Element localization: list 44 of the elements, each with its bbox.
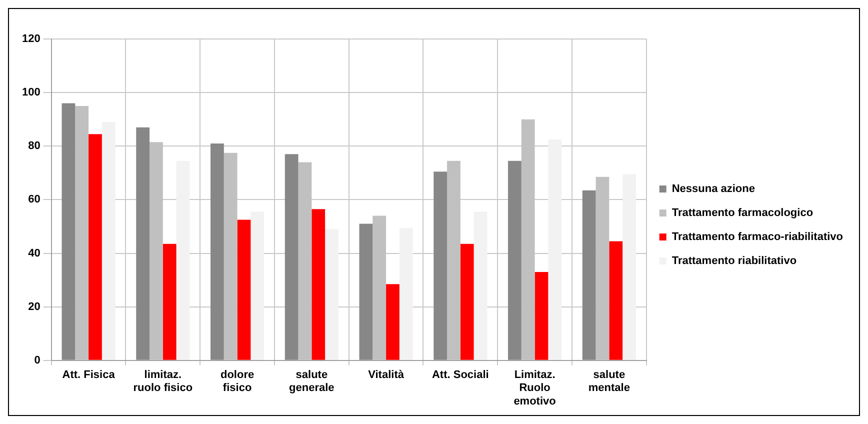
bar [284,154,298,360]
y-tick-label: 120 [22,33,40,46]
bar [250,212,264,360]
x-tick-label: limitaz. ruolo fisico [133,369,193,394]
bar [176,160,190,360]
y-tick-label: 80 [28,140,40,152]
bar [434,172,448,360]
y-tick-label: 40 [28,247,40,260]
bar [210,143,224,360]
bar [609,241,623,360]
y-tick-label: 100 [22,86,40,99]
x-tick-label: Vitalità [368,369,405,382]
x-tick-label: Limitaz. Ruolo emotivo [514,369,556,408]
bar [88,134,102,360]
bar [162,244,176,360]
y-tick-label: 60 [28,194,40,206]
bar [136,127,150,360]
bar [359,224,373,360]
legend-label: Trattamento farmaco-riabilitativo [672,231,844,244]
y-tick-label: 0 [34,354,40,366]
bar [622,174,636,360]
bar [548,139,562,360]
bar [508,160,522,360]
bar [102,122,116,360]
x-tick-label: salute mentale [588,369,630,394]
bar [386,284,400,360]
x-tick-label: Att. Fisica [62,369,116,382]
bar [237,220,251,360]
bar [75,106,89,360]
legend-label: Trattamento farmacologico [672,207,814,220]
bar [62,103,76,360]
bar [474,212,488,360]
bar [312,209,326,360]
legend-label: Trattamento riabilitativo [672,255,797,268]
bar [399,228,413,360]
bar [325,229,338,360]
legend-label: Nessuna azione [672,183,755,196]
bar [460,244,474,360]
x-tick-label: salute generale [289,369,334,394]
bar [582,190,596,360]
x-tick-label: dolore fisico [220,369,254,394]
bar [534,272,548,360]
y-tick-label: 20 [28,300,40,313]
x-tick-label: Att. Sociali [432,369,489,382]
